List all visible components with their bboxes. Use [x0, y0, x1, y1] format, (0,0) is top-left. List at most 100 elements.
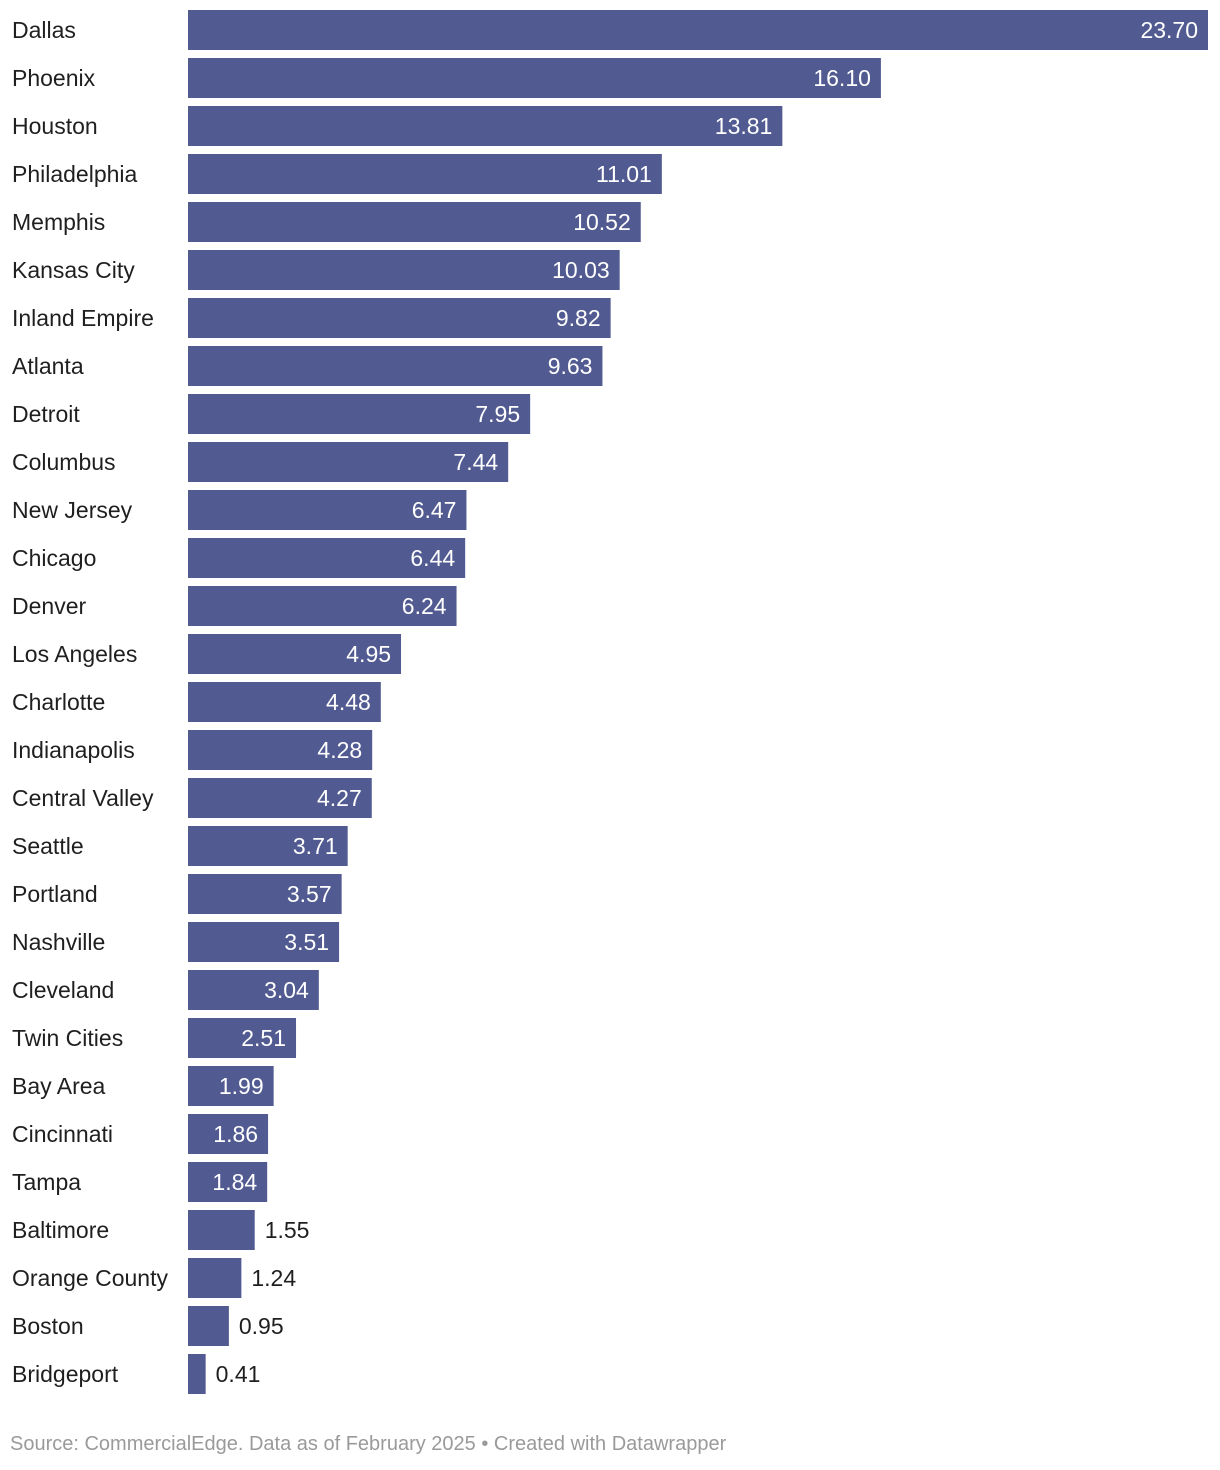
bar — [188, 1354, 206, 1394]
bar — [188, 1162, 268, 1202]
value-label: 7.44 — [453, 449, 498, 475]
value-label: 3.57 — [287, 881, 332, 907]
bar — [188, 154, 662, 194]
bar-row: Phoenix 16.10 — [12, 58, 881, 98]
bar-row: Denver 6.24 — [12, 586, 457, 626]
category-label: Cleveland — [12, 977, 114, 1003]
category-label: Bridgeport — [12, 1361, 119, 1387]
chart-rows: Dallas 23.70 Phoenix 16.10 Houston 13.81 Phila… — [12, 10, 1208, 1394]
value-label: 1.99 — [219, 1073, 264, 1099]
value-label: 3.71 — [293, 833, 338, 859]
bar — [188, 1066, 274, 1106]
value-label: 4.95 — [346, 641, 391, 667]
category-label: Kansas City — [12, 257, 135, 283]
category-label: Tampa — [12, 1169, 81, 1195]
bar-row: Detroit 7.95 — [12, 394, 531, 434]
value-label: 1.86 — [213, 1121, 258, 1147]
value-label: 1.84 — [212, 1169, 257, 1195]
category-label: Phoenix — [12, 65, 96, 91]
category-label: Twin Cities — [12, 1025, 123, 1051]
category-label: Charlotte — [12, 689, 105, 715]
category-label: New Jersey — [12, 497, 133, 523]
value-label: 3.04 — [264, 977, 309, 1003]
bar — [188, 10, 1208, 50]
value-label: 1.24 — [251, 1265, 296, 1291]
category-label: Inland Empire — [12, 305, 154, 331]
value-label: 4.28 — [317, 737, 362, 763]
bar-row: Twin Cities 2.51 — [12, 1018, 297, 1058]
bar — [188, 730, 373, 770]
bar-row: New Jersey 6.47 — [12, 490, 467, 530]
bar-row: Boston 0.95 — [12, 1306, 284, 1346]
bar — [188, 490, 467, 530]
bar-row: Los Angeles 4.95 — [12, 634, 402, 674]
bar — [188, 202, 641, 242]
bar — [188, 874, 342, 914]
value-label: 4.27 — [317, 785, 362, 811]
bar — [188, 682, 381, 722]
bar — [188, 346, 603, 386]
source-footer: Source: CommercialEdge. Data as of Febru… — [10, 1433, 727, 1455]
value-label: 1.55 — [265, 1217, 310, 1243]
bar-row: Orange County 1.24 — [12, 1258, 296, 1298]
bar-row: Central Valley 4.27 — [12, 778, 372, 818]
bar — [188, 442, 509, 482]
category-label: Denver — [12, 593, 86, 619]
category-label: Boston — [12, 1313, 84, 1339]
bar — [188, 970, 319, 1010]
category-label: Columbus — [12, 449, 116, 475]
category-label: Los Angeles — [12, 641, 137, 667]
bar-row: Bridgeport 0.41 — [12, 1354, 260, 1394]
value-label: 9.82 — [556, 305, 601, 331]
bar — [188, 826, 348, 866]
category-label: Philadelphia — [12, 161, 138, 187]
category-label: Central Valley — [12, 785, 154, 811]
bar-row: Charlotte 4.48 — [12, 682, 381, 722]
category-label: Cincinnati — [12, 1121, 113, 1147]
category-label: Houston — [12, 113, 98, 139]
category-label: Atlanta — [12, 353, 84, 379]
bar — [188, 922, 340, 962]
bar-row: Baltimore 1.55 — [12, 1210, 309, 1250]
value-label: 16.10 — [813, 65, 871, 91]
value-label: 6.47 — [412, 497, 457, 523]
category-label: Detroit — [12, 401, 80, 427]
bar-row: Atlanta 9.63 — [12, 346, 603, 386]
bar-row: Houston 13.81 — [12, 106, 783, 146]
value-label: 4.48 — [326, 689, 371, 715]
bar — [188, 1210, 255, 1250]
bar — [188, 298, 611, 338]
category-label: Portland — [12, 881, 98, 907]
bar — [188, 1258, 242, 1298]
bar-row: Nashville 3.51 — [12, 922, 340, 962]
value-label: 2.51 — [241, 1025, 286, 1051]
bar — [188, 778, 372, 818]
bar-row: Bay Area 1.99 — [12, 1066, 274, 1106]
category-label: Orange County — [12, 1265, 168, 1291]
bar — [188, 394, 531, 434]
category-label: Dallas — [12, 17, 76, 43]
bar-row: Chicago 6.44 — [12, 538, 466, 578]
category-label: Chicago — [12, 545, 96, 571]
bar — [188, 586, 457, 626]
bar-chart: Dallas 23.70 Phoenix 16.10 Houston 13.81 Phila… — [12, 10, 1208, 1394]
bar — [188, 58, 881, 98]
bar — [188, 250, 620, 290]
bar-row: Cleveland 3.04 — [12, 970, 319, 1010]
bar — [188, 1114, 269, 1154]
value-label: 13.81 — [715, 113, 773, 139]
bar-row: Tampa 1.84 — [12, 1162, 268, 1202]
bar-row: Inland Empire 9.82 — [12, 298, 611, 338]
bar-row: Philadelphia 11.01 — [12, 154, 662, 194]
value-label: 6.44 — [410, 545, 455, 571]
bar-row: Cincinnati 1.86 — [12, 1114, 269, 1154]
bar — [188, 1018, 297, 1058]
value-label: 0.95 — [239, 1313, 284, 1339]
bar-row: Dallas 23.70 — [12, 10, 1208, 50]
category-label: Nashville — [12, 929, 105, 955]
category-label: Seattle — [12, 833, 84, 859]
bar-row: Indianapolis 4.28 — [12, 730, 373, 770]
bar — [188, 538, 466, 578]
bar — [188, 106, 783, 146]
value-label: 3.51 — [284, 929, 329, 955]
